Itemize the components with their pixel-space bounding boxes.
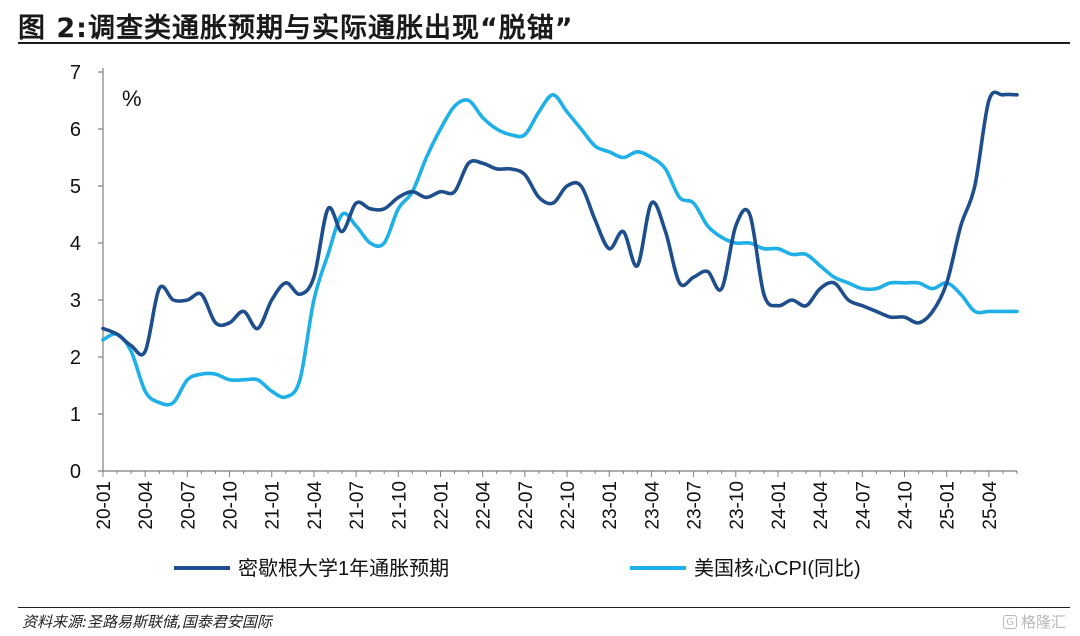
unit-label: % — [122, 86, 142, 111]
x-tick-label: 21-07 — [347, 481, 368, 530]
x-tick-label: 23-07 — [685, 481, 706, 530]
x-tick-label: 22-04 — [474, 481, 495, 530]
y-tick-label: 2 — [70, 347, 81, 369]
chart-title: 图 2:调查类通胀预期与实际通胀出现“脱锚” — [18, 13, 574, 44]
y-tick-label: 4 — [70, 233, 81, 255]
legend-label-2: 美国核心CPI(同比) — [694, 557, 861, 580]
y-tick-label: 6 — [70, 119, 81, 141]
y-tick-label: 7 — [70, 62, 81, 84]
x-tick-label: 25-04 — [980, 481, 1001, 530]
line-chart: 0 1 2 3 4 5 6 7 20-01 20-04 20-07 20-10 21-01 21-04 21… — [70, 62, 1019, 580]
x-tick-label: 20-07 — [178, 481, 199, 530]
x-tick-label: 21-04 — [305, 481, 326, 530]
x-tick-label: 22-07 — [516, 481, 537, 530]
y-tick-label: 0 — [70, 461, 81, 483]
legend: 密歇根大学1年通胀预期 美国核心CPI(同比) — [174, 557, 861, 580]
x-tick-label: 24-10 — [896, 481, 917, 530]
x-tick-label: 21-10 — [389, 481, 410, 530]
x-tick-label: 24-07 — [853, 481, 874, 530]
x-tick-label: 23-10 — [727, 481, 748, 530]
x-tick-label: 24-01 — [769, 481, 790, 530]
x-tick-label: 20-04 — [136, 481, 157, 530]
source-note: 资料来源:圣路易斯联储,国泰君安国际 — [22, 613, 272, 631]
x-tick-label: 20-10 — [221, 481, 242, 530]
x-tick-label: 21-01 — [263, 481, 284, 530]
y-tick-label: 5 — [70, 176, 81, 198]
x-tick-label: 24-04 — [811, 481, 832, 530]
watermark-text: 格隆汇 — [1020, 613, 1066, 631]
x-tick-label: 22-10 — [558, 481, 579, 530]
series-line-1 — [101, 90, 1019, 357]
x-tick-label: 22-01 — [431, 481, 452, 530]
footer-divider — [18, 607, 1070, 608]
x-tick-label: 25-01 — [938, 481, 959, 530]
axes: 0 1 2 3 4 5 6 7 20-01 20-04 20-07 20-10 21-01 21-04 21… — [70, 62, 1018, 530]
watermark: G 格隆汇 — [1002, 611, 1066, 632]
x-tick-label: 23-01 — [600, 481, 621, 530]
y-tick-label: 1 — [70, 404, 81, 426]
legend-label-1: 密歇根大学1年通胀预期 — [238, 557, 449, 580]
x-tick-label: 23-04 — [642, 481, 663, 530]
title-divider — [18, 42, 1070, 44]
x-tick-label: 20-01 — [94, 481, 115, 530]
series-line-2 — [101, 93, 1019, 407]
y-tick-label: 3 — [70, 290, 81, 312]
watermark-logo-icon: G — [1002, 614, 1017, 629]
series-lines — [101, 90, 1019, 407]
chart-area: 0 1 2 3 4 5 6 7 20-01 20-04 20-07 20-10 21-01 21-04 21… — [0, 48, 1080, 608]
